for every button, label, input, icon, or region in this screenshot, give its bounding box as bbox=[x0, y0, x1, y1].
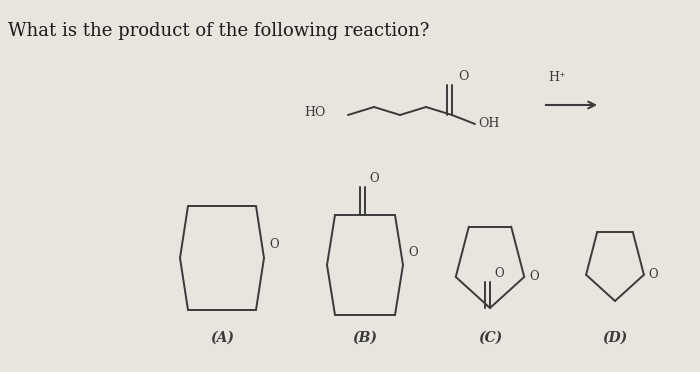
Text: (A): (A) bbox=[210, 331, 234, 345]
Text: HO: HO bbox=[304, 106, 326, 119]
Text: OH: OH bbox=[478, 116, 499, 129]
Text: O: O bbox=[408, 247, 418, 260]
Text: O: O bbox=[458, 70, 468, 83]
Text: H⁺: H⁺ bbox=[548, 71, 566, 84]
Text: (B): (B) bbox=[353, 331, 377, 345]
Text: O: O bbox=[269, 237, 279, 250]
Text: (D): (D) bbox=[603, 331, 628, 345]
Text: O: O bbox=[648, 268, 657, 281]
Text: O: O bbox=[494, 267, 503, 280]
Text: What is the product of the following reaction?: What is the product of the following rea… bbox=[8, 22, 429, 40]
Text: O: O bbox=[529, 270, 539, 283]
Text: O: O bbox=[369, 172, 379, 185]
Text: (C): (C) bbox=[478, 331, 502, 345]
